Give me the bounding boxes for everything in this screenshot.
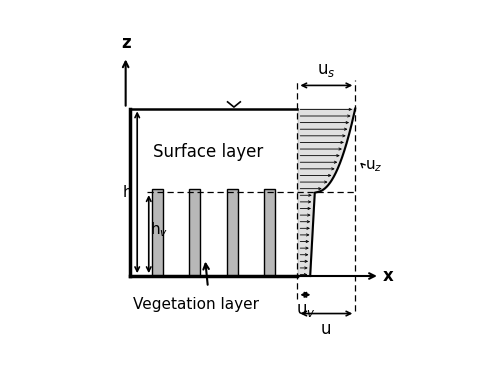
Bar	[227, 189, 238, 276]
Bar	[264, 189, 275, 276]
Text: h$_v$: h$_v$	[150, 220, 169, 239]
Text: u$_z$: u$_z$	[365, 158, 383, 174]
Text: u: u	[321, 320, 331, 338]
Text: z: z	[121, 34, 130, 52]
Text: u$_s$: u$_s$	[317, 61, 336, 79]
Bar	[189, 189, 200, 276]
Text: Vegetation layer: Vegetation layer	[133, 297, 260, 312]
Text: Surface layer: Surface layer	[153, 143, 263, 161]
Bar	[152, 189, 162, 276]
Text: u$_v$: u$_v$	[296, 301, 315, 319]
Text: x: x	[383, 267, 393, 285]
Text: h: h	[122, 185, 132, 200]
